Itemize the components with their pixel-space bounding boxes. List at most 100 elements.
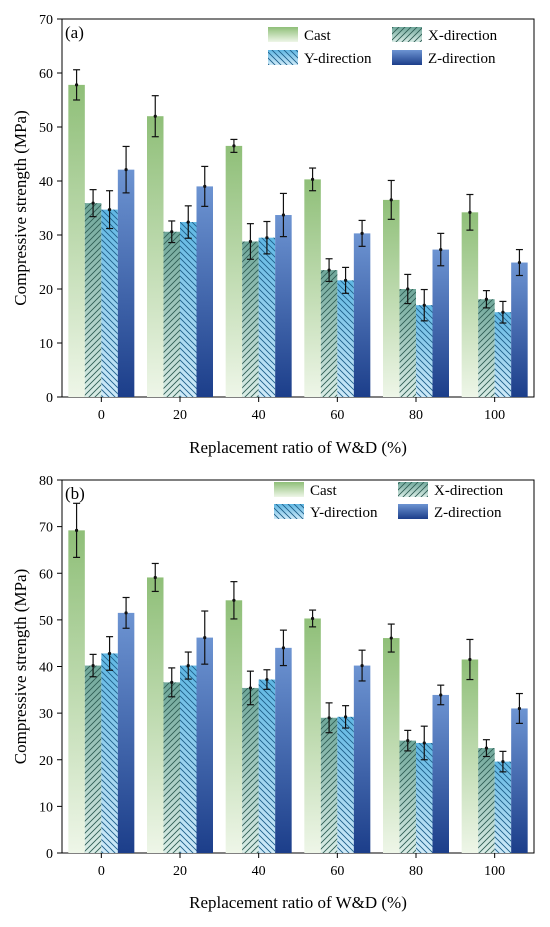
- x-tick-label: 40: [252, 408, 266, 423]
- legend-item-z-direction: Z-direction: [398, 504, 502, 521]
- error-bar: [184, 651, 192, 680]
- legend-label: Z-direction: [428, 51, 496, 67]
- series-y-direction: [101, 190, 512, 397]
- error-bar: [230, 138, 238, 153]
- error-bar: [437, 684, 445, 706]
- bar-z-direction: [511, 262, 528, 397]
- y-tick-label: 10: [39, 800, 53, 815]
- bar-hatch: [416, 305, 433, 397]
- legend-label: X-direction: [434, 483, 504, 499]
- y-axis-title: Compressive strength (MPa): [11, 569, 30, 764]
- y-tick-label: 60: [39, 67, 53, 82]
- bar-cast: [383, 638, 400, 853]
- legend-swatch-hatch: [398, 482, 428, 497]
- y-tick-label: 50: [39, 121, 53, 136]
- bar-z-direction: [353, 665, 371, 853]
- bar-z-direction: [117, 169, 135, 397]
- x-axis-title: Replacement ratio of W&D (%): [189, 893, 407, 912]
- error-bar: [201, 165, 209, 207]
- bar-hatch: [320, 270, 338, 397]
- bar-cast: [225, 145, 243, 397]
- series-cast: [68, 69, 479, 397]
- bar-cast: [383, 199, 400, 397]
- legend-swatch: [274, 482, 304, 497]
- bar-z-direction: [196, 186, 213, 397]
- error-bar: [151, 95, 159, 138]
- bar-hatch: [337, 716, 354, 853]
- bar-hatch: [258, 237, 276, 397]
- legend-label: Z-direction: [434, 505, 502, 521]
- y-tick-label: 30: [39, 707, 53, 722]
- error-bar: [387, 623, 395, 653]
- error-bar: [515, 692, 523, 724]
- chart-panel-a: 0 10 20 30 40 50 60 70 0 20 40 60 80 100 (a) Cast X-dire…: [11, 13, 535, 457]
- bar-z-direction: [432, 694, 449, 853]
- error-bar: [122, 596, 130, 629]
- legend-swatch: [398, 504, 428, 519]
- error-bar: [325, 702, 333, 734]
- legend: Cast X-direction Y-direction Z-direction: [268, 27, 498, 67]
- x-tick-label: 20: [173, 864, 187, 879]
- plot-frame: [61, 18, 535, 398]
- bar-z-direction: [196, 637, 213, 853]
- y-tick-label: 30: [39, 229, 53, 244]
- bar-cast: [304, 179, 321, 397]
- bar-cast: [225, 600, 243, 853]
- chart-panel-b: 0 10 20 30 40 50 60 70 80 0 20 40 60 80 100 (b) Cast X-di…: [11, 474, 535, 912]
- legend-item-y-direction: Y-direction: [274, 504, 378, 521]
- series-cast: [68, 502, 479, 853]
- y-tick-label: 0: [46, 847, 53, 862]
- bar-hatch: [478, 299, 495, 397]
- y-tick-label: 40: [39, 661, 53, 676]
- bar-cast: [304, 618, 321, 853]
- error-bar: [342, 705, 350, 729]
- bar-hatch: [242, 241, 259, 397]
- bar-cast: [461, 659, 479, 853]
- x-tick-label: 40: [252, 864, 266, 879]
- bar-cast: [147, 116, 164, 397]
- error-bar: [122, 145, 130, 194]
- bar-hatch: [494, 312, 512, 397]
- bar-hatch: [84, 665, 102, 853]
- error-bar: [466, 193, 474, 231]
- error-bar: [89, 653, 97, 678]
- bar-hatch: [163, 231, 180, 397]
- error-bar: [279, 629, 287, 667]
- error-bar: [184, 205, 192, 239]
- error-bar: [358, 219, 366, 247]
- error-bar: [420, 725, 428, 761]
- bar-hatch: [180, 222, 197, 397]
- y-tick-label: 70: [39, 13, 53, 28]
- series-z-direction: [117, 596, 528, 853]
- bar-cast: [68, 84, 85, 397]
- error-bar: [342, 266, 350, 294]
- y-tick-label: 80: [39, 474, 53, 489]
- error-bar: [482, 290, 490, 309]
- error-bar: [263, 669, 271, 690]
- error-bar: [499, 750, 507, 773]
- y-tick-label: 20: [39, 283, 53, 298]
- y-tick-label: 40: [39, 175, 53, 190]
- series-x-direction: [84, 653, 495, 853]
- x-tick-label: 100: [484, 408, 505, 423]
- y-tick-label: 10: [39, 337, 53, 352]
- y-tick-label: 60: [39, 567, 53, 582]
- y-axis-title: Compressive strength (MPa): [11, 110, 30, 305]
- bar-hatch: [101, 653, 118, 853]
- bar-hatch: [101, 209, 118, 397]
- bar-cast: [68, 530, 85, 853]
- bar-z-direction: [275, 215, 292, 397]
- bar-hatch: [180, 665, 197, 853]
- bar-hatch: [399, 289, 416, 397]
- y-tick-label: 70: [39, 521, 53, 536]
- bar-hatch: [494, 761, 512, 853]
- error-bar: [246, 223, 254, 260]
- error-bar: [106, 190, 114, 230]
- legend-item-z-direction: Z-direction: [392, 50, 496, 67]
- x-tick-label: 0: [98, 864, 105, 879]
- bar-z-direction: [511, 708, 528, 853]
- legend-swatch-hatch: [392, 27, 422, 42]
- error-bar: [358, 649, 366, 682]
- legend-label: Y-direction: [304, 51, 372, 67]
- bar-cast: [461, 212, 479, 397]
